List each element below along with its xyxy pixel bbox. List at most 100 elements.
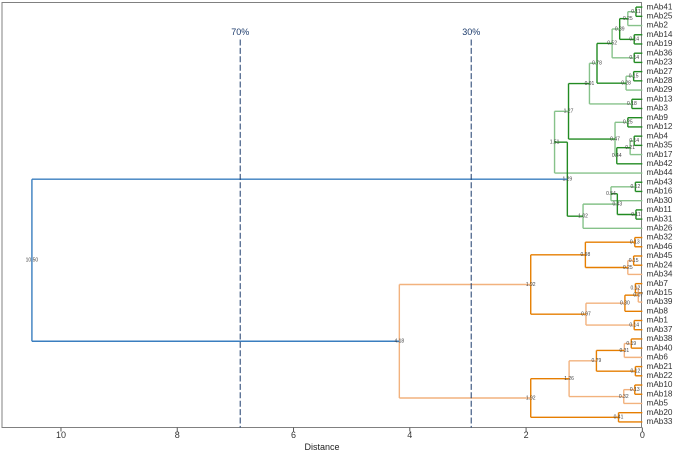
svg-text:mAb44: mAb44 xyxy=(647,168,673,177)
svg-text:mAb8: mAb8 xyxy=(647,306,669,315)
svg-text:mAb19: mAb19 xyxy=(647,39,673,48)
svg-text:0.43: 0.43 xyxy=(612,201,622,207)
svg-text:mAb32: mAb32 xyxy=(647,233,673,242)
svg-text:mAb20: mAb20 xyxy=(647,408,673,417)
svg-text:70%: 70% xyxy=(231,27,249,37)
svg-text:0.25: 0.25 xyxy=(623,16,633,22)
svg-text:0.98: 0.98 xyxy=(581,252,591,258)
svg-text:0: 0 xyxy=(640,430,645,440)
svg-text:0.47: 0.47 xyxy=(610,136,620,142)
svg-text:mAb45: mAb45 xyxy=(647,251,673,260)
svg-text:0.14: 0.14 xyxy=(629,37,639,43)
svg-text:0.32: 0.32 xyxy=(619,394,629,400)
svg-text:0.91: 0.91 xyxy=(585,81,595,87)
svg-text:0.41: 0.41 xyxy=(614,415,624,421)
svg-text:1.26: 1.26 xyxy=(564,376,574,382)
svg-text:mAb9: mAb9 xyxy=(647,113,669,122)
svg-text:0.14: 0.14 xyxy=(629,55,639,61)
svg-text:mAb33: mAb33 xyxy=(647,417,673,426)
svg-text:1.29: 1.29 xyxy=(562,177,572,183)
svg-text:mAb16: mAb16 xyxy=(647,187,673,196)
svg-text:0.07: 0.07 xyxy=(633,292,643,298)
svg-text:0.21: 0.21 xyxy=(625,145,635,151)
svg-text:0.39: 0.39 xyxy=(615,26,625,32)
svg-text:0.44: 0.44 xyxy=(612,153,622,159)
svg-text:0.78: 0.78 xyxy=(592,61,602,67)
svg-text:0.14: 0.14 xyxy=(629,138,639,144)
svg-text:mAb42: mAb42 xyxy=(647,159,673,168)
svg-text:mAb12: mAb12 xyxy=(647,122,673,131)
svg-text:8: 8 xyxy=(175,430,180,440)
svg-text:mAb7: mAb7 xyxy=(647,279,669,288)
svg-text:mAb27: mAb27 xyxy=(647,67,673,76)
svg-text:mAb6: mAb6 xyxy=(647,353,669,362)
svg-text:0.30: 0.30 xyxy=(620,301,630,307)
svg-text:30%: 30% xyxy=(462,27,480,37)
svg-text:0.97: 0.97 xyxy=(581,311,591,317)
svg-text:Distance: Distance xyxy=(304,442,339,452)
svg-text:mAb24: mAb24 xyxy=(647,260,673,269)
svg-text:0.79: 0.79 xyxy=(592,358,602,364)
svg-text:mAb34: mAb34 xyxy=(647,270,673,279)
svg-text:mAb41: mAb41 xyxy=(647,2,673,11)
svg-text:6: 6 xyxy=(291,430,296,440)
svg-text:mAb35: mAb35 xyxy=(647,141,673,150)
svg-text:0.31: 0.31 xyxy=(619,348,629,354)
svg-text:0.12: 0.12 xyxy=(631,286,641,292)
svg-text:0.15: 0.15 xyxy=(629,258,639,264)
svg-text:0.11: 0.11 xyxy=(631,9,641,15)
svg-text:mAb3: mAb3 xyxy=(647,104,669,113)
svg-text:mAb2: mAb2 xyxy=(647,21,669,30)
svg-text:mAb21: mAb21 xyxy=(647,362,673,371)
svg-text:0.14: 0.14 xyxy=(629,322,639,328)
svg-text:1.02: 1.02 xyxy=(578,214,588,220)
svg-text:0.13: 0.13 xyxy=(630,387,640,393)
svg-text:0.25: 0.25 xyxy=(623,120,633,126)
svg-text:mAb31: mAb31 xyxy=(647,214,673,223)
svg-text:0.19: 0.19 xyxy=(626,341,636,347)
svg-text:1.92: 1.92 xyxy=(526,282,536,288)
svg-text:0.28: 0.28 xyxy=(621,80,631,86)
svg-text:1.51: 1.51 xyxy=(550,139,560,145)
svg-text:mAb43: mAb43 xyxy=(647,177,673,186)
svg-text:mAb10: mAb10 xyxy=(647,380,673,389)
svg-text:4: 4 xyxy=(407,430,412,440)
svg-text:mAb22: mAb22 xyxy=(647,371,673,380)
svg-text:mAb46: mAb46 xyxy=(647,242,673,251)
svg-text:0.15: 0.15 xyxy=(629,74,639,80)
svg-text:mAb15: mAb15 xyxy=(647,288,673,297)
svg-text:mAb28: mAb28 xyxy=(647,76,673,85)
svg-text:mAb13: mAb13 xyxy=(647,94,673,103)
svg-text:mAb1: mAb1 xyxy=(647,316,669,325)
svg-text:2: 2 xyxy=(524,430,529,440)
svg-text:0.18: 0.18 xyxy=(627,101,637,107)
svg-text:mAb14: mAb14 xyxy=(647,30,673,39)
svg-text:10: 10 xyxy=(56,430,66,440)
svg-text:0.25: 0.25 xyxy=(623,265,633,271)
svg-text:1.27: 1.27 xyxy=(564,109,574,115)
svg-text:1.92: 1.92 xyxy=(526,395,536,401)
svg-text:mAb4: mAb4 xyxy=(647,131,669,140)
svg-text:mAb37: mAb37 xyxy=(647,325,673,334)
svg-text:mAb5: mAb5 xyxy=(647,399,669,408)
svg-text:0.12: 0.12 xyxy=(631,369,641,375)
svg-text:mAb40: mAb40 xyxy=(647,343,673,352)
svg-text:mAb38: mAb38 xyxy=(647,334,673,343)
svg-text:mAb11: mAb11 xyxy=(647,205,673,214)
svg-text:0.54: 0.54 xyxy=(606,191,616,197)
svg-text:mAb39: mAb39 xyxy=(647,297,673,306)
svg-text:mAb36: mAb36 xyxy=(647,48,673,57)
svg-text:mAb23: mAb23 xyxy=(647,58,673,67)
svg-text:10.50: 10.50 xyxy=(26,258,39,264)
svg-text:0.52: 0.52 xyxy=(607,41,617,47)
svg-text:0.13: 0.13 xyxy=(630,239,640,245)
svg-text:mAb17: mAb17 xyxy=(647,150,673,159)
svg-text:mAb25: mAb25 xyxy=(647,11,673,20)
svg-text:mAb26: mAb26 xyxy=(647,224,673,233)
svg-text:0.11: 0.11 xyxy=(631,212,641,218)
svg-text:mAb18: mAb18 xyxy=(647,389,673,398)
svg-text:0.12: 0.12 xyxy=(631,184,641,190)
svg-text:4.18: 4.18 xyxy=(394,339,404,345)
svg-text:mAb29: mAb29 xyxy=(647,85,673,94)
svg-text:mAb30: mAb30 xyxy=(647,196,673,205)
